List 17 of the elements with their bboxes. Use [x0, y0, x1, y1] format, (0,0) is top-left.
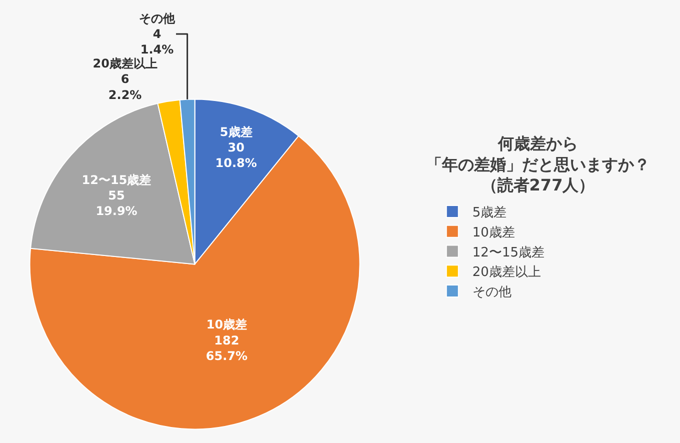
- legend-label: その他: [472, 285, 512, 300]
- data-label: 182 65.7%: [206, 333, 248, 363]
- legend-label: 20歳差以上: [472, 265, 541, 280]
- legend-label: 5歳差: [472, 206, 507, 221]
- text: （読者277人）: [481, 176, 595, 195]
- data-label: 30 10.8%: [215, 140, 257, 170]
- slice-label: 20歳差以上: [92, 56, 158, 71]
- slice-label: 10歳差: [206, 318, 248, 332]
- data-label: 4 1.4%: [140, 27, 174, 57]
- text: 何歳差から「年の差婚」だと思いますか？: [426, 134, 650, 174]
- slice-label: 12〜15歳差: [82, 172, 152, 187]
- data-label: 6 2.2%: [108, 72, 142, 102]
- slice-label: 5歳差: [220, 124, 252, 139]
- legend-label: 10歳差: [472, 225, 515, 240]
- data-label: 55 19.9%: [96, 188, 138, 218]
- slice-label: その他: [139, 11, 176, 26]
- legend-label: 12〜15歳差: [472, 245, 544, 260]
